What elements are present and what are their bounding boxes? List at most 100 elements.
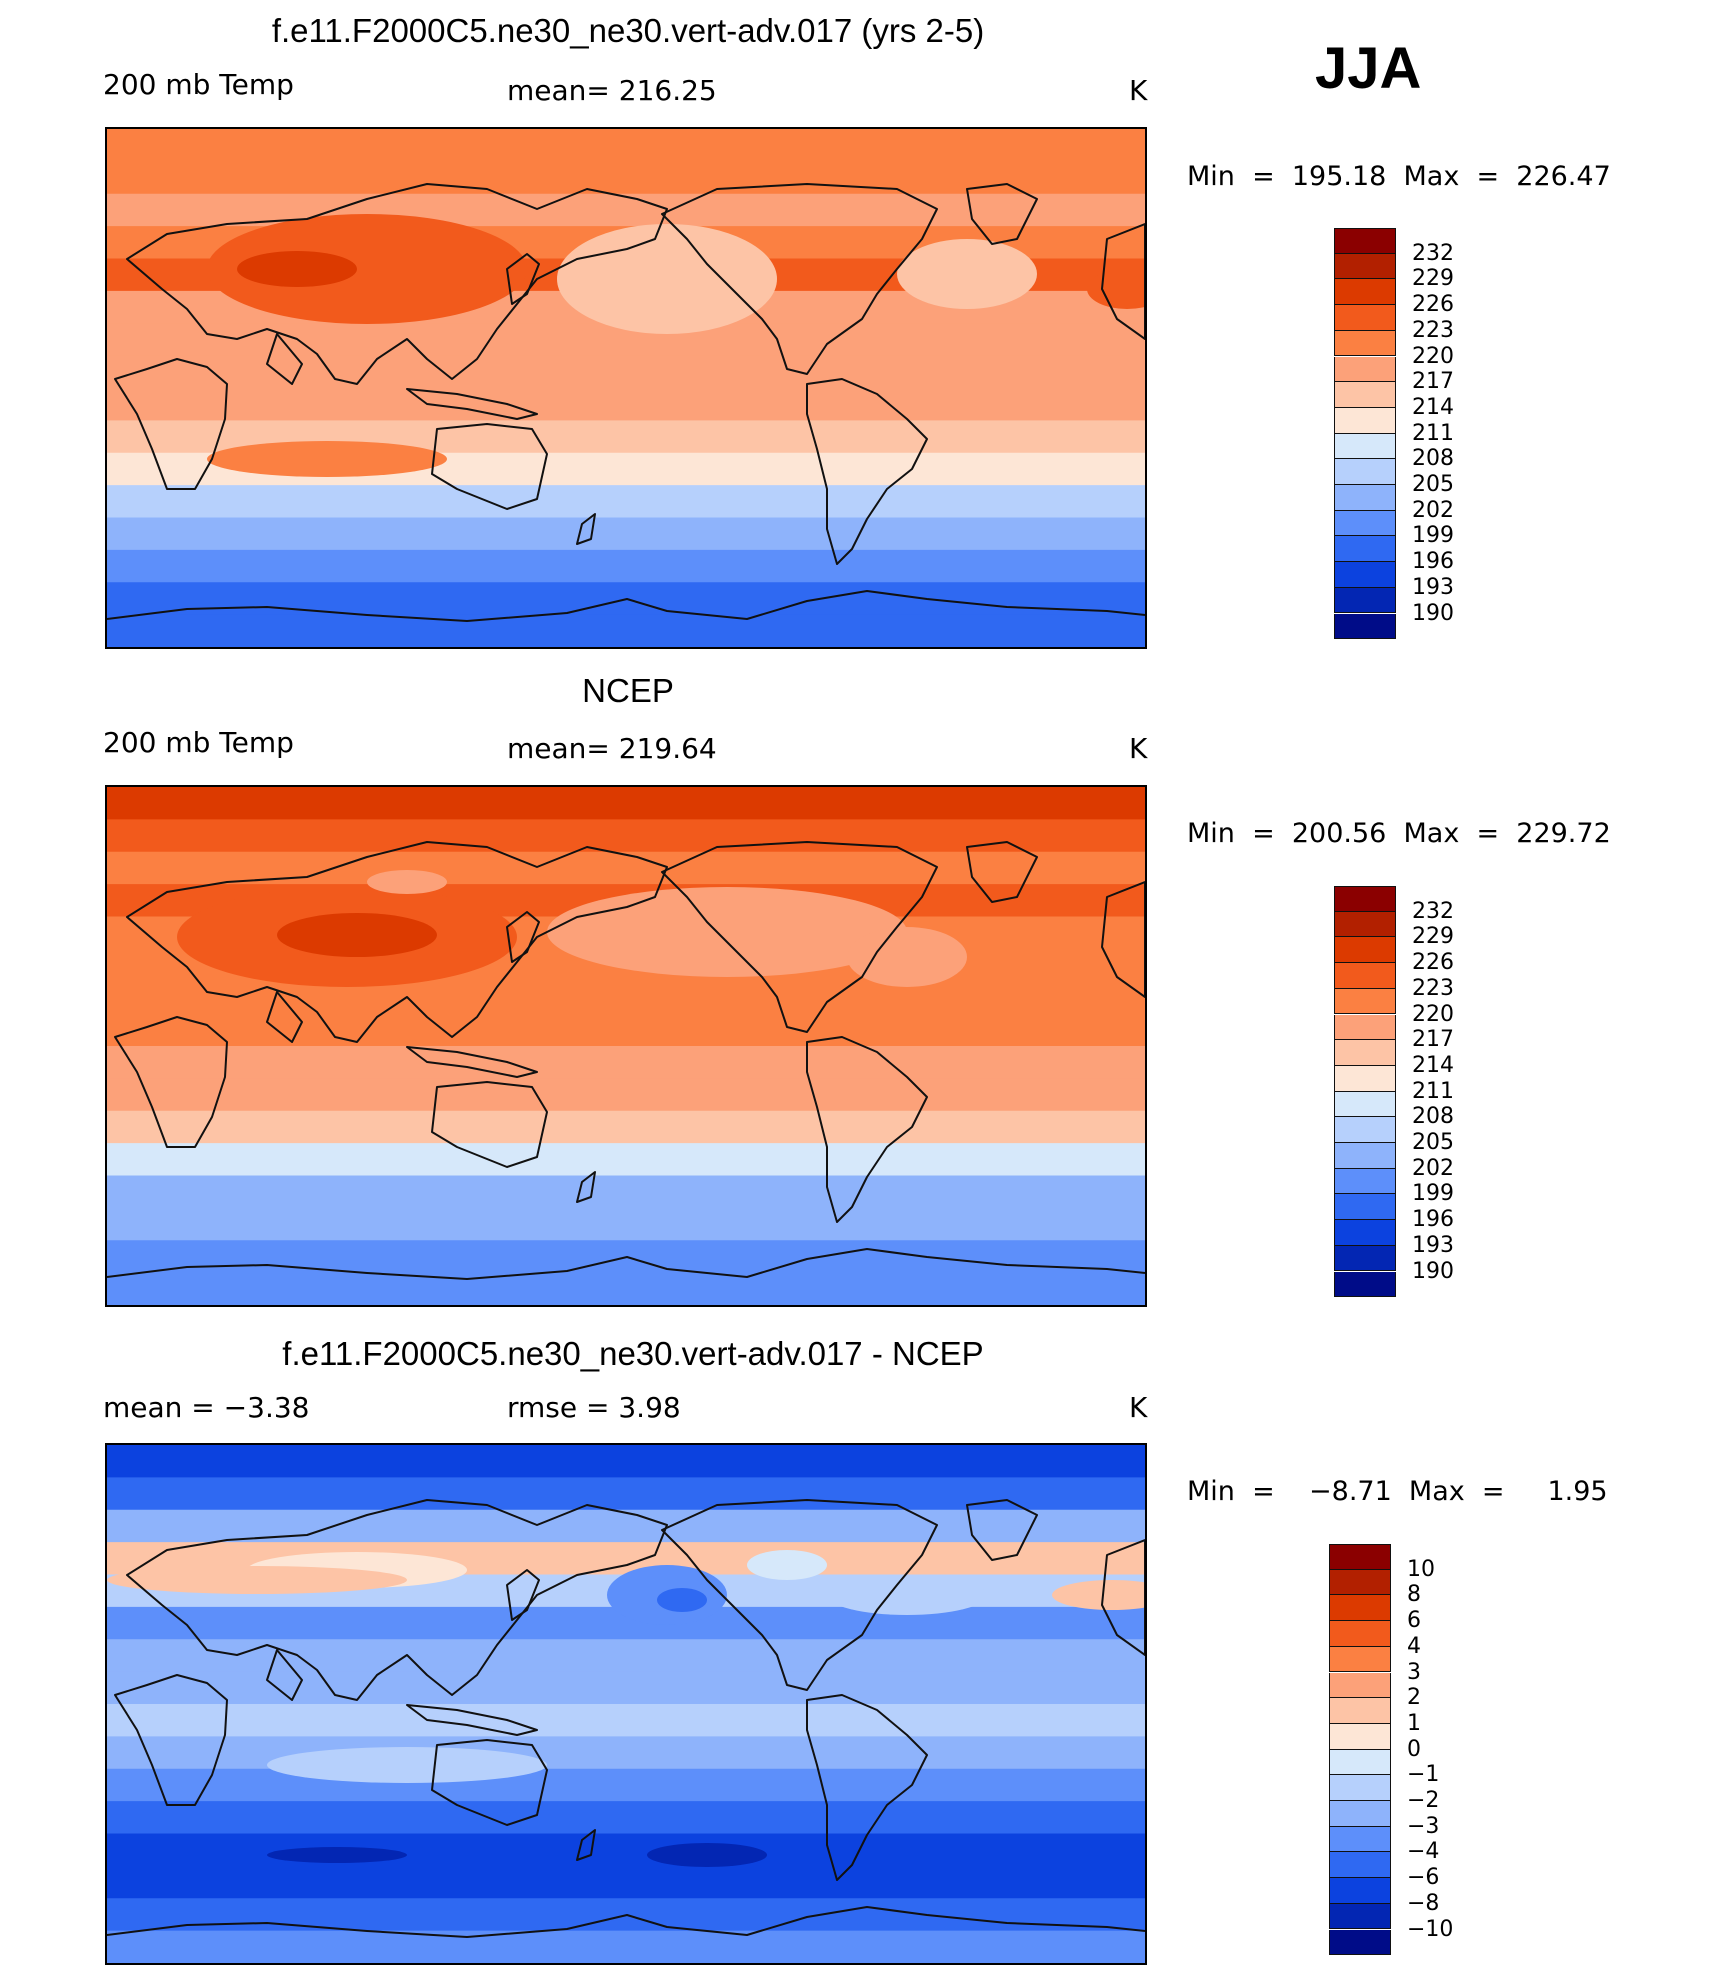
colorbar-label: 232	[1412, 898, 1454, 924]
colorbar-label: 193	[1412, 574, 1454, 600]
contour-region	[747, 1550, 827, 1580]
colorbar-label: 202	[1412, 1155, 1454, 1181]
contour-band	[107, 614, 1145, 647]
colorbar-label: −8	[1407, 1890, 1440, 1916]
colorbar-label: 193	[1412, 1232, 1454, 1258]
colorbar-label: 2	[1407, 1685, 1421, 1711]
colorbar-swatch	[1329, 1929, 1391, 1956]
colorbar-swatch	[1334, 1271, 1396, 1298]
coastline	[431, 423, 548, 510]
contour-band	[107, 1477, 1145, 1511]
panel-1-title: f.e11.F2000C5.ne30_ne30.vert-adv.017 (yr…	[271, 12, 985, 49]
panel-2-mean-label: mean= 219.64	[507, 732, 717, 765]
colorbar-label: 211	[1412, 420, 1454, 446]
coastline	[1101, 1539, 1145, 1656]
coastline	[966, 841, 1038, 903]
contour-region	[547, 887, 907, 977]
colorbar-swatch	[1334, 433, 1396, 460]
contour-band	[107, 1207, 1145, 1242]
contour-region	[1087, 269, 1145, 309]
coastline	[114, 1016, 228, 1148]
coastline	[406, 388, 538, 420]
colorbar-swatch	[1334, 1040, 1396, 1066]
colorbar-swatch	[1334, 1091, 1396, 1118]
colorbar-label: 208	[1412, 1104, 1454, 1130]
coastline	[576, 1829, 596, 1861]
coastline	[406, 1704, 538, 1736]
panel-1-units: K	[1129, 74, 1148, 107]
coastline	[406, 1046, 538, 1078]
contour-region	[367, 870, 447, 894]
colorbar-swatch	[1334, 1065, 1396, 1092]
colorbar-label: 214	[1412, 1052, 1454, 1078]
contour-band	[107, 1175, 1145, 1209]
panel-2-map-svg	[107, 787, 1145, 1305]
contour-band	[107, 388, 1145, 422]
contour-band	[107, 1801, 1145, 1835]
coastline	[966, 1499, 1038, 1561]
colorbar-label: −6	[1407, 1865, 1440, 1891]
panel-1-field-label: 200 mb Temp	[103, 68, 294, 101]
colorbar-swatch	[1334, 963, 1396, 989]
contour-band	[107, 1078, 1145, 1112]
colorbar-label: 196	[1412, 1207, 1454, 1233]
colorbar-label: 220	[1412, 1001, 1454, 1027]
colorbar-swatch	[1334, 305, 1396, 331]
colorbar-swatch	[1334, 1143, 1396, 1169]
colorbar-label: 4	[1407, 1633, 1421, 1659]
coastline	[506, 911, 540, 963]
colorbar-swatch	[1334, 459, 1396, 485]
colorbar-label: 217	[1412, 1027, 1454, 1053]
colorbar-swatch	[1334, 562, 1396, 588]
contour-region	[1052, 1580, 1145, 1610]
contour-band	[107, 1046, 1145, 1080]
colorbar-label: 232	[1412, 240, 1454, 266]
colorbar-label: 226	[1412, 292, 1454, 318]
colorbar-label: 214	[1412, 394, 1454, 420]
coastline	[661, 841, 938, 1033]
contour-band	[107, 1013, 1145, 1048]
colorbar-label: 202	[1412, 497, 1454, 523]
coastline	[661, 1499, 938, 1691]
panel-3-rmse-label: rmse = 3.98	[507, 1391, 681, 1424]
contour-band	[107, 1445, 1145, 1479]
colorbar-label: 205	[1412, 1130, 1454, 1155]
colorbar-label: 6	[1407, 1608, 1421, 1634]
coastline	[1101, 881, 1145, 998]
contour-region	[847, 927, 967, 987]
colorbar-label: 3	[1407, 1659, 1421, 1685]
panel-3-minmax: Min = −8.71 Max = 1.95	[1187, 1476, 1608, 1507]
contour-band	[107, 1272, 1145, 1305]
colorbar-swatch	[1329, 1595, 1391, 1622]
coastline	[806, 1694, 928, 1881]
colorbar-swatch	[1334, 485, 1396, 511]
season-label: JJA	[1315, 36, 1422, 101]
contour-region	[267, 1747, 547, 1783]
colorbar-swatch	[1329, 1903, 1391, 1930]
colorbar-label: 223	[1412, 975, 1454, 1001]
contour-region	[237, 251, 357, 287]
coastline	[126, 841, 668, 1043]
colorbar-swatch	[1329, 1852, 1391, 1879]
contour-band	[107, 549, 1145, 584]
colorbar-label: 208	[1412, 446, 1454, 472]
contour-region	[897, 239, 1037, 309]
coastline	[126, 183, 668, 385]
contour-band	[107, 1639, 1145, 1673]
colorbar-swatch	[1329, 1775, 1391, 1801]
colorbar-swatch	[1334, 1168, 1396, 1195]
coastline	[806, 378, 928, 565]
panel-1-map	[105, 127, 1147, 649]
coastline	[431, 1081, 548, 1168]
colorbar-swatch	[1334, 279, 1396, 306]
contour-band	[107, 129, 1145, 163]
colorbar-label: −4	[1407, 1839, 1440, 1865]
colorbar-swatch	[1334, 1117, 1396, 1143]
panel-2-minmax: Min = 200.56 Max = 229.72	[1187, 818, 1611, 849]
contour-band	[107, 485, 1145, 519]
contour-region	[207, 214, 527, 324]
colorbar-label: 211	[1412, 1078, 1454, 1104]
contour-band	[107, 819, 1145, 853]
panel-1-minmax: Min = 195.18 Max = 226.47	[1187, 161, 1611, 192]
colorbar-swatch	[1334, 886, 1396, 912]
